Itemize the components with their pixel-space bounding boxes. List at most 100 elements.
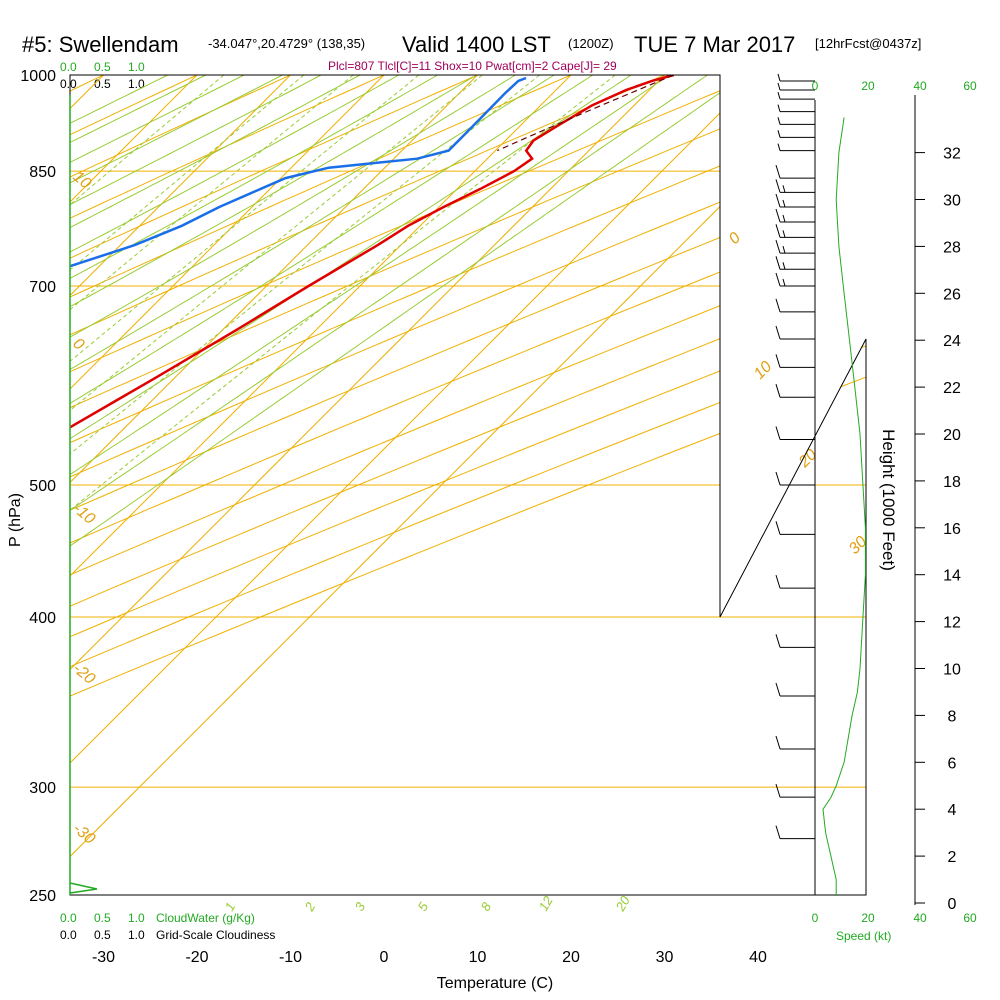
wind-barb [775, 471, 815, 486]
barb-flag [775, 574, 781, 589]
x-tick-label: 40 [749, 949, 767, 966]
mixing-ratio-line [70, 75, 420, 618]
wind-barb [775, 193, 815, 208]
temperature-line [70, 75, 675, 873]
forecast-info: [12hrFcst@0437z] [815, 36, 921, 51]
barb-flag [775, 239, 781, 254]
barb-flag [775, 354, 781, 368]
mixing-ratio-line [70, 75, 225, 618]
barb-half-flag [782, 262, 786, 270]
mixing-ratio-label: 12 [536, 893, 557, 914]
dry-adiabat [70, 75, 829, 895]
parcel-path [497, 75, 675, 152]
surface-temperature-marker [670, 67, 678, 75]
height-tick-label: 26 [943, 286, 961, 303]
station-title: #5: Swellendam [22, 32, 179, 57]
wind-barb [777, 130, 815, 138]
wind-barb [775, 574, 815, 589]
cloudwater-trace [69, 882, 98, 894]
wind-barb [775, 735, 815, 750]
wind-speed-tick: 20 [861, 911, 875, 925]
dry-adiabat [70, 75, 866, 895]
height-tick-label: 6 [948, 755, 957, 772]
isotherm-line [70, 75, 227, 895]
height-tick-label: 10 [943, 662, 961, 679]
height-tick-label: 2 [948, 849, 957, 866]
p-tick-label: 500 [29, 478, 56, 495]
cloudiness-tick: 0.5 [94, 77, 111, 91]
wind-barb [775, 783, 815, 798]
mixing-ratio-line [70, 75, 354, 618]
barb-half-flag [782, 199, 786, 208]
wind-barb [775, 224, 815, 238]
dry-adiabat [70, 75, 866, 895]
wind-barb [775, 825, 815, 840]
wind-barb [775, 256, 815, 270]
barb-flag [775, 179, 781, 193]
moist-adiabat [70, 75, 526, 895]
x-tick-label: 10 [469, 949, 487, 966]
dry-adiabat [70, 75, 866, 895]
mixing-ratio-label: 8 [478, 899, 495, 913]
dry-adiabat [70, 75, 866, 895]
moist-adiabat [70, 75, 563, 895]
barb-flag [775, 471, 781, 486]
cloudwater-tick: 0.0 [60, 911, 77, 925]
mixing-ratio-label: 2 [301, 899, 318, 914]
isotherm-line [70, 75, 694, 895]
x-tick-label: -10 [279, 949, 302, 966]
wind-speed-tick: 0 [812, 79, 819, 93]
dry-adiabat [70, 75, 866, 895]
barb-half-flag [777, 73, 781, 82]
x-tick-label: -20 [185, 949, 208, 966]
barb-flag [775, 735, 781, 750]
dewpoint-line [70, 76, 527, 878]
wind-barb [775, 682, 815, 697]
dry-adiabat [70, 75, 544, 895]
wind-barb [775, 521, 815, 535]
isotherm-line [70, 75, 866, 895]
isotherm-label: 10 [751, 358, 776, 383]
cloudiness-tick: 0.5 [94, 928, 111, 942]
barb-flag [775, 256, 781, 270]
dry-adiabat [70, 75, 866, 895]
dry-adiabat [70, 75, 866, 895]
height-tick-label: 0 [948, 896, 957, 913]
wind-panel [775, 73, 866, 896]
p-tick-label: 700 [29, 279, 56, 296]
p-tick-label: 250 [29, 888, 56, 905]
height-tick-label: 18 [943, 474, 961, 491]
dry-adiabat [70, 75, 449, 895]
wind-barb [775, 179, 815, 193]
wind-speed-tick: 40 [913, 79, 927, 93]
barb-flag [775, 384, 781, 398]
barb-half-flag [777, 130, 781, 138]
mixing-ratio-label: 3 [352, 899, 369, 913]
dry-adiabat [70, 75, 355, 895]
barb-half-flag [777, 143, 781, 151]
x-tick-label: 30 [656, 949, 674, 966]
wind-barb [775, 325, 815, 340]
moist-adiabat [70, 75, 713, 895]
isotherm-line [70, 75, 788, 895]
moist-adiabat [70, 75, 414, 895]
x-tick-label: 20 [562, 949, 580, 966]
dry-adiabat [70, 75, 260, 895]
barb-flag [775, 521, 781, 535]
mixing-ratio-label: 20 [612, 893, 633, 915]
theta-label: 10 [69, 168, 94, 193]
height-tick-label: 12 [943, 615, 961, 632]
wind-speed-scale: 0 20 40 60 0 20 40 60 Speed (kt) [812, 79, 977, 943]
wind-barb [777, 92, 815, 100]
height-tick-label: 32 [943, 146, 961, 163]
height-tick-label: 24 [943, 333, 961, 350]
cloudwater-tick: 0.0 [60, 60, 77, 74]
barb-flag [775, 783, 781, 798]
barb-flag [775, 825, 781, 839]
barb-half-flag [777, 82, 781, 91]
dry-adiabat [70, 75, 734, 895]
wind-barb [775, 384, 815, 398]
y-axis-title: P (hPa) [7, 493, 24, 547]
